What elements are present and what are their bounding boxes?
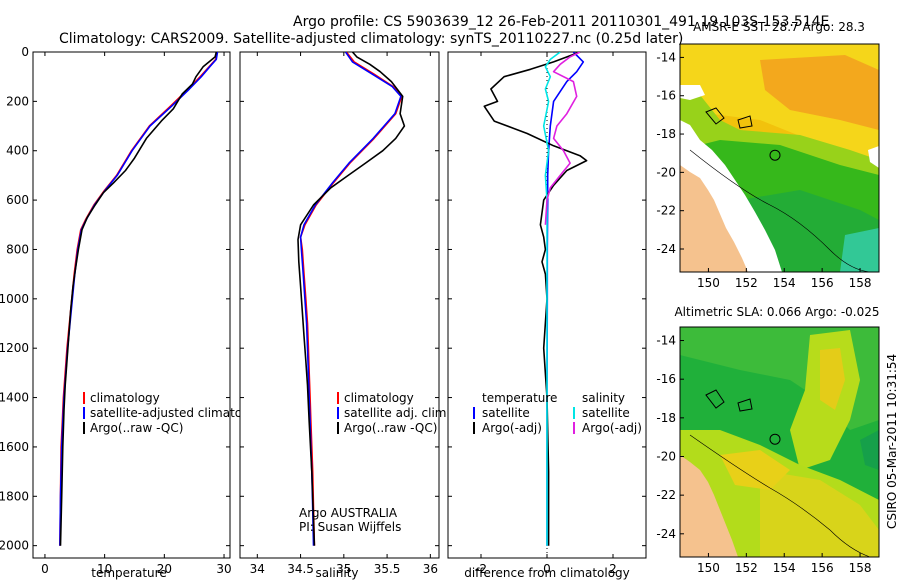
map-x-tick-label: 152 bbox=[735, 561, 758, 575]
legend-label-temp-argo: Argo(-adj) bbox=[482, 421, 542, 435]
legend-label-satellite: satellite adj. clim. bbox=[344, 406, 450, 420]
difference-ticks: -2 0 2 bbox=[448, 51, 646, 576]
map-y-tick-label: -24 bbox=[656, 527, 676, 541]
temperature-lines bbox=[59, 52, 219, 546]
figure-title-line2: Climatology: CARS2009. Satellite-adjuste… bbox=[59, 31, 683, 47]
sla-argo-location-marker bbox=[769, 433, 781, 445]
map-x-tick-label: 154 bbox=[773, 561, 796, 575]
x-tick-label: 36 bbox=[423, 562, 438, 576]
map-y-tick-label: -16 bbox=[656, 89, 676, 103]
series-line-argo-raw-qc- bbox=[59, 52, 218, 546]
map-y-tick-label: -24 bbox=[656, 242, 676, 256]
x-tick-label: 0 bbox=[41, 562, 49, 576]
difference-panel: -2 0 2 difference from climatology tempera… bbox=[447, 51, 647, 580]
map-y-tick-label: -22 bbox=[656, 488, 676, 502]
series-line-satellite-adj-clim- bbox=[299, 52, 402, 546]
legend-title-salinity: salinity bbox=[582, 391, 625, 405]
y-tick-label: 800 bbox=[6, 242, 29, 256]
difference-xlabel: difference from climatology bbox=[464, 566, 630, 580]
x-tick-label: 34 bbox=[250, 562, 265, 576]
y-tick-label: 1800 bbox=[0, 489, 29, 503]
map-y-tick-label: -18 bbox=[656, 127, 676, 141]
x-tick-label: 35 bbox=[336, 562, 351, 576]
salinity-xlabel: salinity bbox=[315, 566, 358, 580]
salinity-ticks: 34 34.5 35 35.5 36 bbox=[240, 51, 439, 576]
series-line-salinity-satellite bbox=[542, 52, 561, 546]
salinity-legend: climatology satellite adj. clim. Argo(..… bbox=[337, 391, 450, 435]
sst-map-frame bbox=[679, 43, 880, 273]
temperature-panel: 0 10 20 30 0 200 400 600 800 1000 1200 1400 1600 1800… bbox=[0, 45, 268, 580]
map-y-tick-label: -22 bbox=[656, 204, 676, 218]
legend-label-satellite: satellite-adjusted climatology bbox=[90, 406, 268, 420]
map-y-tick-label: -14 bbox=[656, 50, 676, 64]
map-x-tick-label: 158 bbox=[849, 561, 872, 575]
y-tick-label: 600 bbox=[6, 193, 29, 207]
salinity-lines bbox=[297, 52, 406, 546]
x-tick-label: -2 bbox=[475, 562, 487, 576]
legend-label-temp-satellite: satellite bbox=[482, 406, 530, 420]
map-y-tick-label: -20 bbox=[656, 165, 676, 179]
x-tick-label: 34.5 bbox=[287, 562, 314, 576]
y-tick-label: 400 bbox=[6, 144, 29, 158]
map-y-tick-label: -14 bbox=[656, 334, 676, 348]
y-tick-label: 0 bbox=[21, 45, 29, 59]
temperature-ticks: 0 10 20 30 0 200 400 600 800 1000 1200 1400 1600 1800… bbox=[0, 45, 232, 576]
sst-map-ticks: 150 152 154 156 158 -14 -16 -18 -20 -22 -24 bbox=[656, 50, 871, 290]
sla-map-title: Altimetric SLA: 0.066 Argo: -0.025 bbox=[674, 305, 879, 319]
difference-legend: temperature satellite Argo(-adj) salinit… bbox=[473, 391, 642, 435]
temperature-axes-frame bbox=[32, 51, 231, 559]
sst-map-title: AMSR-E SST: 28.7 Argo: 28.3 bbox=[693, 20, 865, 34]
legend-title-temperature: temperature bbox=[482, 391, 557, 405]
legend-label-argo: Argo(..raw -QC) bbox=[90, 421, 183, 435]
x-tick-label: 35.5 bbox=[374, 562, 401, 576]
y-tick-label: 1400 bbox=[0, 391, 29, 405]
salinity-annotation-pi: PI: Susan Wijffels bbox=[299, 520, 401, 534]
map-y-tick-label: -20 bbox=[656, 449, 676, 463]
salinity-annotation-argo-australia: Argo AUSTRALIA bbox=[299, 506, 398, 520]
salinity-panel: 34 34.5 35 35.5 36 salinity climatology sate… bbox=[239, 51, 450, 580]
difference-lines bbox=[483, 52, 588, 558]
legend-label-sal-satellite: satellite bbox=[582, 406, 630, 420]
y-tick-label: 200 bbox=[6, 94, 29, 108]
legend-label-climatology: climatology bbox=[90, 391, 160, 405]
temperature-legend: climatology satellite-adjusted climatolo… bbox=[83, 391, 268, 435]
map-y-tick-label: -16 bbox=[656, 372, 676, 386]
sla-map-ticks: 150 152 154 156 158 -14 -16 -18 -20 -22 -24 bbox=[656, 334, 871, 575]
map-y-tick-label: -18 bbox=[656, 411, 676, 425]
map-x-tick-label: 156 bbox=[811, 561, 834, 575]
y-tick-label: 1600 bbox=[0, 440, 29, 454]
map-x-tick-label: 150 bbox=[697, 561, 720, 575]
side-timestamp-label: CSIRO 05-Mar-2011 10:31:54 bbox=[885, 354, 899, 529]
sst-argo-location-marker bbox=[769, 149, 781, 161]
legend-label-climatology: climatology bbox=[344, 391, 414, 405]
legend-label-argo: Argo(..raw -QC) bbox=[344, 421, 437, 435]
x-tick-label: 10 bbox=[97, 562, 112, 576]
sla-map-image bbox=[680, 327, 879, 557]
figure-title-line1: Argo profile: CS 5903639_12 26-Feb-2011 … bbox=[293, 14, 829, 30]
map-x-tick-label: 156 bbox=[811, 276, 834, 290]
sla-map-frame bbox=[679, 326, 880, 558]
map-x-tick-label: 158 bbox=[849, 276, 872, 290]
x-tick-label: 0 bbox=[543, 562, 551, 576]
sla-map-panel: Altimetric SLA: 0.066 Argo: -0.025 150 15… bbox=[656, 305, 879, 575]
map-x-tick-label: 154 bbox=[773, 276, 796, 290]
sst-map-panel: AMSR-E SST: 28.7 Argo: 28.3 150 152 154 156… bbox=[656, 20, 880, 290]
y-tick-label: 2000 bbox=[0, 539, 29, 553]
temperature-xlabel: temperature bbox=[91, 566, 166, 580]
map-x-tick-label: 152 bbox=[735, 276, 758, 290]
x-tick-label: 20 bbox=[157, 562, 172, 576]
y-tick-label: 1200 bbox=[0, 341, 29, 355]
series-line-salinity-argo-adj- bbox=[544, 52, 581, 225]
series-line-argo-raw-qc- bbox=[297, 52, 406, 546]
y-tick-label: 1000 bbox=[0, 292, 29, 306]
x-tick-label: 30 bbox=[216, 562, 231, 576]
legend-label-sal-argo: Argo(-adj) bbox=[582, 421, 642, 435]
map-x-tick-label: 150 bbox=[697, 276, 720, 290]
salinity-axes-frame bbox=[239, 51, 440, 559]
x-tick-label: 2 bbox=[609, 562, 617, 576]
